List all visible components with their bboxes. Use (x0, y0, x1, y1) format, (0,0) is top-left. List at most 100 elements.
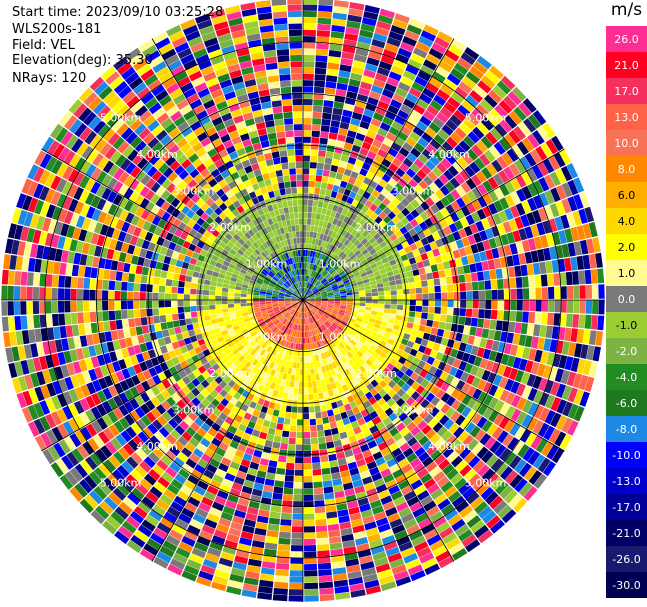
velocity-cell (325, 273, 331, 279)
velocity-cell (114, 154, 127, 167)
velocity-cell (477, 196, 488, 208)
velocity-cell (383, 286, 391, 292)
velocity-cell (214, 432, 225, 442)
velocity-cell (542, 158, 555, 174)
velocity-cell (347, 234, 354, 242)
velocity-cell (146, 377, 156, 388)
velocity-cell (285, 294, 291, 297)
velocity-cell (244, 361, 252, 369)
velocity-cell (90, 167, 102, 181)
velocity-cell (451, 388, 461, 399)
velocity-cell (291, 368, 296, 375)
velocity-cell (325, 357, 331, 365)
velocity-cell (222, 308, 229, 313)
velocity-cell (222, 436, 232, 446)
velocity-cell (306, 282, 310, 289)
velocity-cell (327, 318, 334, 324)
velocity-cell (325, 235, 331, 243)
velocity-cell (503, 166, 515, 180)
velocity-cell (270, 279, 277, 285)
velocity-cell (334, 303, 341, 306)
velocity-cell (321, 315, 328, 321)
velocity-cell (299, 306, 302, 312)
velocity-cell (367, 273, 375, 279)
velocity-cell (332, 567, 347, 575)
velocity-cell (398, 541, 413, 552)
velocity-cell (366, 225, 374, 233)
velocity-cell (321, 365, 327, 373)
velocity-cell (28, 388, 39, 404)
velocity-cell (135, 237, 145, 248)
velocity-cell (325, 505, 337, 513)
velocity-cell (334, 301, 341, 304)
velocity-cell (148, 268, 156, 277)
velocity-cell (420, 64, 434, 77)
velocity-cell (303, 501, 314, 508)
velocity-cell (319, 372, 325, 380)
velocity-cell (295, 311, 299, 318)
velocity-cell (303, 306, 305, 313)
velocity-cell (187, 372, 197, 382)
velocity-cell (140, 275, 148, 284)
velocity-cell (479, 99, 494, 113)
velocity-cell (376, 283, 384, 288)
velocity-cell (457, 157, 469, 169)
velocity-cell (194, 541, 209, 553)
velocity-cell (251, 274, 259, 280)
velocity-cell (332, 309, 339, 314)
velocity-cell (280, 288, 287, 293)
velocity-cell (139, 248, 148, 258)
velocity-cell (344, 488, 355, 497)
velocity-cell (58, 313, 66, 326)
velocity-cell (223, 333, 231, 340)
velocity-cell (460, 300, 467, 308)
velocity-cell (518, 482, 533, 497)
velocity-cell (249, 435, 259, 444)
velocity-cell (315, 302, 322, 304)
velocity-cell (367, 96, 379, 106)
velocity-cell (17, 241, 26, 256)
velocity-cell (289, 431, 297, 438)
velocity-cell (551, 259, 560, 273)
velocity-cell (455, 239, 464, 249)
velocity-cell (234, 476, 245, 486)
velocity-cell (518, 102, 532, 117)
velocity-cell (67, 169, 80, 183)
velocity-cell (283, 311, 289, 317)
velocity-cell (272, 293, 279, 297)
velocity-cell (292, 323, 296, 330)
velocity-cell (216, 347, 224, 355)
velocity-cell (397, 131, 409, 142)
velocity-cell (418, 451, 430, 463)
velocity-cell (315, 281, 321, 287)
velocity-cell (512, 230, 522, 243)
velocity-cell (338, 270, 345, 276)
velocity-cell (211, 276, 218, 282)
velocity-cell (282, 285, 288, 290)
velocity-cell (346, 564, 361, 573)
velocity-cell (589, 330, 597, 345)
velocity-cell (582, 360, 592, 376)
velocity-cell (297, 299, 303, 300)
velocity-cell (7, 285, 14, 300)
velocity-cell (208, 234, 217, 242)
velocity-cell (572, 314, 580, 328)
velocity-cell (290, 563, 303, 571)
velocity-cell (272, 441, 281, 449)
velocity-cell (284, 301, 291, 303)
velocity-cell (584, 376, 595, 392)
velocity-cell (278, 358, 284, 366)
velocity-cell (190, 491, 203, 502)
velocity-cell (403, 231, 412, 240)
velocity-cell (454, 86, 469, 99)
velocity-cell (82, 441, 95, 456)
velocity-cell (323, 241, 329, 249)
velocity-cell (545, 325, 553, 339)
velocity-cell (303, 54, 315, 62)
velocity-cell (363, 11, 379, 21)
velocity-cell (178, 513, 192, 524)
velocity-cell (247, 325, 254, 332)
velocity-cell (254, 309, 261, 313)
velocity-cell (11, 377, 22, 394)
velocity-cell (282, 392, 289, 400)
